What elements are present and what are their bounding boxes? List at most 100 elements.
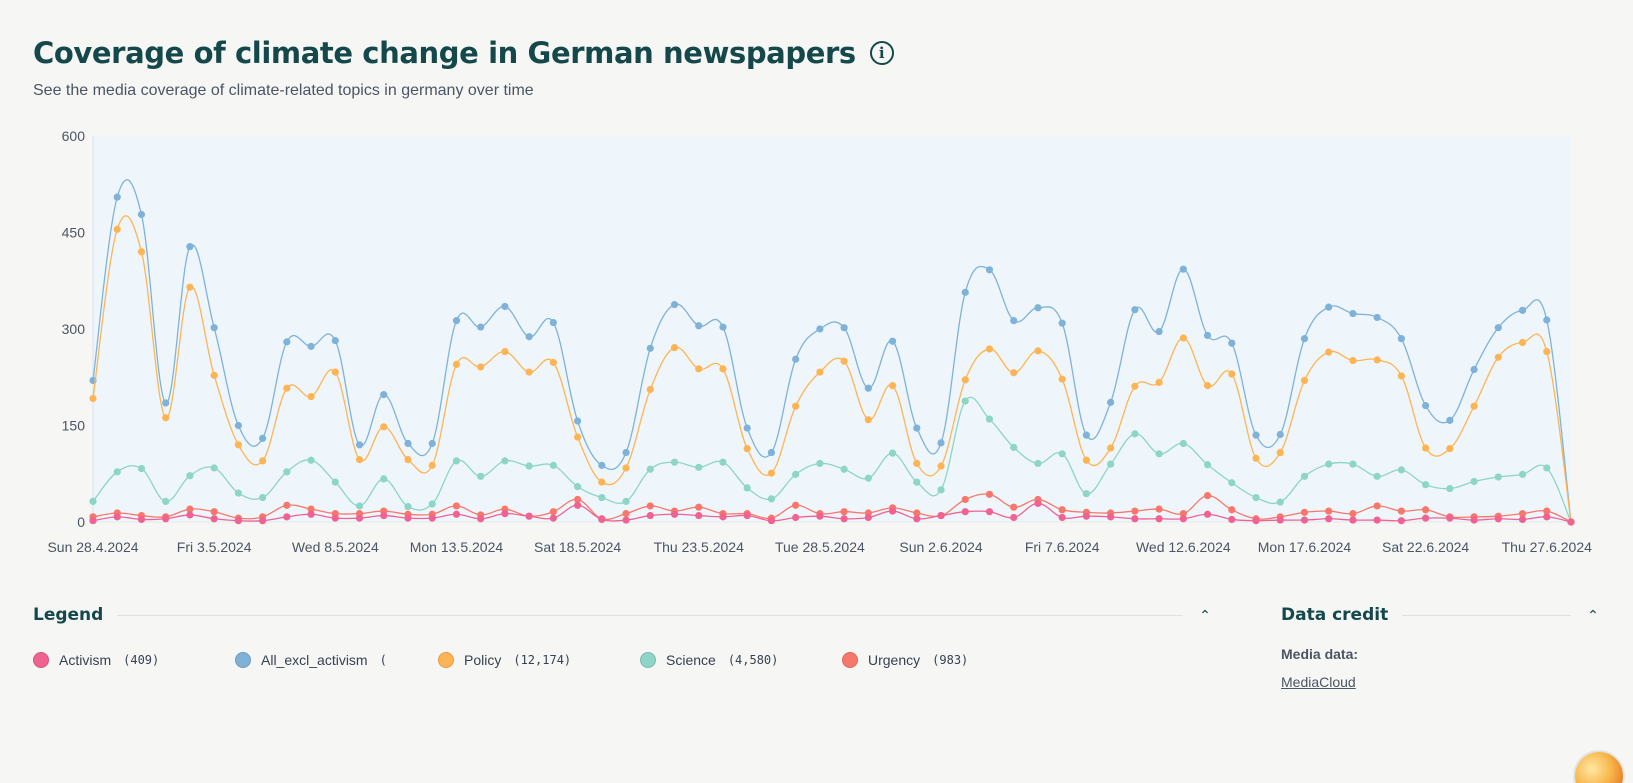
legend-label: Science [666,652,716,668]
mediacloud-link[interactable]: MediaCloud [1281,674,1356,690]
data-point [1131,382,1139,390]
data-point [719,513,727,521]
info-icon[interactable]: i [869,41,894,65]
data-point [1034,347,1042,355]
legend-item-activism[interactable]: Activism (409) [33,652,159,668]
legend-item-policy[interactable]: Policy (12,174) [438,652,571,668]
legend-item-science[interactable]: Science (4,580) [640,652,778,668]
data-point [961,288,969,296]
data-point [1422,514,1430,522]
data-point [816,325,824,333]
data-point [1543,347,1551,356]
data-point [1494,324,1502,332]
data-point [1058,513,1066,522]
data-point [1422,506,1430,514]
data-point [404,456,412,464]
data-point [719,365,727,373]
data-point [792,402,800,410]
data-point [743,424,751,432]
data-point [1179,439,1187,448]
x-tick-label: Sun 28.4.2024 [47,539,138,555]
series-line [92,215,1572,523]
data-point [646,502,654,510]
data-point [307,342,315,350]
data-point [234,421,242,430]
data-point [137,210,146,219]
data-point [1082,456,1091,464]
data-point [1034,459,1042,468]
data-point [1228,339,1236,347]
data-point [1082,512,1091,520]
legend-item-urgency[interactable]: Urgency (983) [842,652,968,668]
data-point [864,384,872,392]
data-point [1228,479,1236,487]
data-point [1252,431,1260,439]
x-tick-label: Thu 27.6.2024 [1502,539,1593,555]
data-point [913,478,921,486]
data-point [1422,481,1430,489]
data-point [452,317,461,325]
data-point [1325,303,1333,311]
data-point [428,514,436,522]
data-point [380,391,388,399]
x-tick-label: Thu 23.5.2024 [654,539,745,555]
data-point [1058,450,1066,458]
avatar-icon[interactable] [1573,750,1625,783]
data-point [477,472,485,480]
data-point [816,459,824,468]
legend-header: Legend ⌃ [33,602,1213,628]
data-point [1518,510,1527,518]
data-point [452,360,461,368]
data-point [1155,515,1163,523]
data-point [210,508,218,516]
data-point [792,513,800,522]
data-point [113,225,121,233]
data-point [1373,516,1381,524]
data-point [961,495,969,504]
data-point [1058,506,1066,514]
data-point [307,392,315,401]
data-point [864,513,872,522]
data-point [210,371,218,379]
legend-collapse-chevron-up-icon[interactable]: ⌃ [1199,606,1211,623]
data-point [573,483,582,491]
data-point [234,489,242,497]
data-point [840,508,848,516]
data-point [186,505,194,513]
data-point [137,515,146,524]
data-point [1276,498,1284,506]
data-point [1397,335,1405,343]
info-glyph: i [878,44,885,62]
data-point [1131,430,1139,438]
x-tick-label: Tue 28.5.2024 [775,539,865,555]
data-point [501,302,509,311]
data-point [186,283,194,291]
data-point [1252,454,1260,462]
data-point [573,433,582,441]
data-point [307,505,315,513]
data-point [1373,472,1381,480]
series-activism [89,499,1575,526]
legend-item-all_excl_activism[interactable]: All_excl_activism ( [235,652,387,668]
legend-label: Activism [59,652,112,668]
data-point [1034,499,1042,507]
data-point [985,490,994,498]
data-point [840,324,848,332]
data-point [1300,335,1309,343]
data-point [695,511,703,520]
data-point [1276,430,1284,439]
credit-collapse-chevron-up-icon[interactable]: ⌃ [1587,606,1599,623]
data-point [937,439,945,447]
data-point [137,248,146,256]
data-point [162,399,170,407]
data-point [888,449,897,457]
data-point [1422,401,1430,410]
data-point [1155,378,1163,386]
y-tick-label: 300 [62,321,86,337]
data-point [1179,334,1187,342]
data-point [1252,493,1260,502]
data-point [1131,306,1139,314]
data-point [1543,507,1551,515]
data-point [186,472,194,480]
data-point [792,470,800,478]
